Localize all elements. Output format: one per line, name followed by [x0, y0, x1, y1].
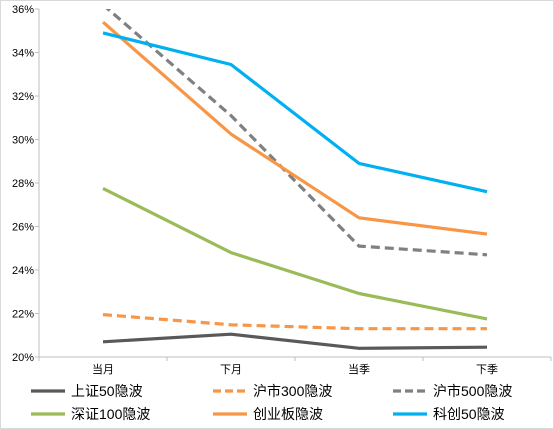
x-axis-tick-labels: 当月 下月 当季 下季 — [38, 357, 552, 376]
legend-label: 沪市300隐波 — [253, 383, 332, 399]
x-tick-label: 当月 — [92, 362, 114, 376]
x-tick-label: 下季 — [476, 363, 498, 376]
legend-label: 科创50隐波 — [433, 406, 505, 422]
legend-label: 沪市500隐波 — [433, 383, 512, 399]
legend-item: 科创50隐波 — [393, 406, 505, 422]
series-lines — [101, 9, 488, 350]
y-tick-label: 26% — [12, 222, 34, 234]
y-tick-label: 24% — [12, 265, 34, 277]
y-tick-label: 36% — [12, 4, 34, 16]
series-line-3 — [105, 9, 488, 257]
y-tick-label: 28% — [12, 178, 34, 190]
y-tick-label: 34% — [12, 48, 34, 60]
series-line-2 — [102, 313, 487, 331]
series-line-5 — [101, 20, 488, 236]
series-line-4 — [102, 186, 488, 321]
y-tick-label: 22% — [12, 309, 34, 321]
y-tick-label: 30% — [12, 135, 34, 147]
x-tick-label: 下月 — [220, 364, 242, 376]
series-line-6 — [102, 31, 488, 194]
legend-item: 创业板隐波 — [213, 406, 323, 422]
series-line-1 — [102, 332, 488, 350]
y-tick-label: 20% — [12, 352, 34, 364]
axes — [38, 9, 551, 358]
legend-item: 上证50隐波 — [31, 383, 143, 399]
legend-item: 沪市500隐波 — [393, 383, 512, 399]
legend-label: 深证100隐波 — [71, 406, 150, 422]
y-axis-tick-labels: 20% 22% 24% 26% 28% 30% 32% 34% 36% — [12, 4, 39, 364]
legend-label: 创业板隐波 — [253, 406, 323, 422]
legend-item: 沪市300隐波 — [213, 383, 332, 399]
x-tick-label: 当季 — [348, 362, 370, 376]
y-tick-label: 32% — [12, 91, 34, 103]
legend-label: 上证50隐波 — [71, 383, 143, 399]
legend-item: 深证100隐波 — [31, 406, 150, 422]
